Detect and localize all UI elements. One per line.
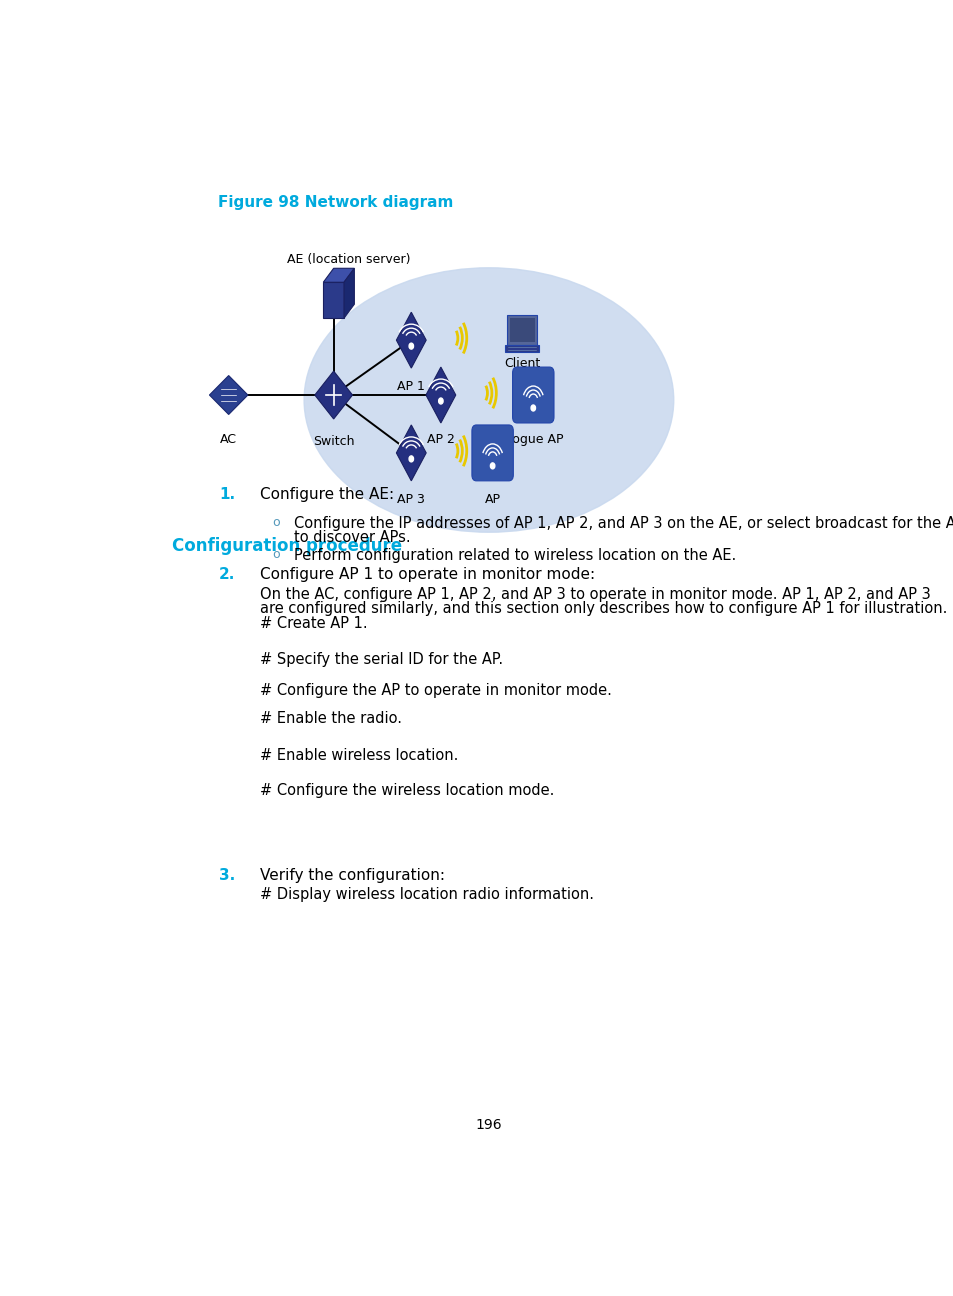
FancyBboxPatch shape bbox=[472, 425, 513, 481]
Polygon shape bbox=[323, 283, 344, 319]
Ellipse shape bbox=[304, 268, 673, 533]
Polygon shape bbox=[344, 268, 354, 319]
Text: o: o bbox=[272, 516, 279, 529]
Circle shape bbox=[490, 463, 495, 469]
Text: # Display wireless location radio information.: # Display wireless location radio inform… bbox=[259, 886, 593, 902]
Polygon shape bbox=[396, 312, 426, 368]
Text: # Enable wireless location.: # Enable wireless location. bbox=[259, 748, 457, 763]
Text: # Enable the radio.: # Enable the radio. bbox=[259, 712, 401, 727]
Text: 1.: 1. bbox=[219, 486, 235, 502]
Text: AE (location server): AE (location server) bbox=[287, 253, 410, 266]
Polygon shape bbox=[507, 315, 537, 345]
Text: Rogue AP: Rogue AP bbox=[503, 433, 562, 446]
Text: Verify the configuration:: Verify the configuration: bbox=[259, 868, 444, 883]
Polygon shape bbox=[426, 367, 456, 422]
Text: Switch: Switch bbox=[313, 435, 355, 448]
Text: # Specify the serial ID for the AP.: # Specify the serial ID for the AP. bbox=[259, 652, 502, 667]
Polygon shape bbox=[314, 371, 353, 419]
Polygon shape bbox=[505, 345, 538, 353]
Text: # Create AP 1.: # Create AP 1. bbox=[259, 616, 367, 631]
Polygon shape bbox=[210, 376, 248, 415]
Text: to discover APs.: to discover APs. bbox=[294, 530, 411, 544]
Text: 2.: 2. bbox=[219, 568, 235, 582]
FancyBboxPatch shape bbox=[512, 367, 554, 422]
Text: are configured similarly, and this section only describes how to configure AP 1 : are configured similarly, and this secti… bbox=[259, 601, 946, 617]
Text: AP: AP bbox=[484, 492, 500, 505]
Circle shape bbox=[409, 456, 413, 461]
Polygon shape bbox=[323, 268, 354, 283]
Text: Configure AP 1 to operate in monitor mode:: Configure AP 1 to operate in monitor mod… bbox=[259, 568, 595, 582]
Circle shape bbox=[531, 404, 535, 411]
Text: Configuration procedure: Configuration procedure bbox=[172, 537, 402, 555]
Text: 196: 196 bbox=[476, 1118, 501, 1131]
Text: Figure 98 Network diagram: Figure 98 Network diagram bbox=[217, 196, 453, 210]
Text: # Configure the AP to operate in monitor mode.: # Configure the AP to operate in monitor… bbox=[259, 683, 611, 699]
Text: AC: AC bbox=[220, 433, 237, 446]
Polygon shape bbox=[509, 319, 535, 342]
Text: # Configure the wireless location mode.: # Configure the wireless location mode. bbox=[259, 783, 554, 798]
Text: AP 2: AP 2 bbox=[427, 433, 455, 446]
Text: 3.: 3. bbox=[219, 868, 235, 883]
Text: Perform configuration related to wireless location on the AE.: Perform configuration related to wireles… bbox=[294, 548, 736, 564]
Text: o: o bbox=[272, 548, 279, 561]
Polygon shape bbox=[396, 425, 426, 481]
Circle shape bbox=[438, 398, 442, 404]
Text: AP 1: AP 1 bbox=[397, 380, 425, 393]
Text: On the AC, configure AP 1, AP 2, and AP 3 to operate in monitor mode. AP 1, AP 2: On the AC, configure AP 1, AP 2, and AP … bbox=[259, 587, 929, 603]
Text: Configure the AE:: Configure the AE: bbox=[259, 486, 394, 502]
Text: AP 3: AP 3 bbox=[397, 492, 425, 505]
Text: Client: Client bbox=[503, 358, 539, 371]
Circle shape bbox=[409, 343, 413, 349]
Text: Configure the IP addresses of AP 1, AP 2, and AP 3 on the AE, or select broadcas: Configure the IP addresses of AP 1, AP 2… bbox=[294, 516, 953, 531]
